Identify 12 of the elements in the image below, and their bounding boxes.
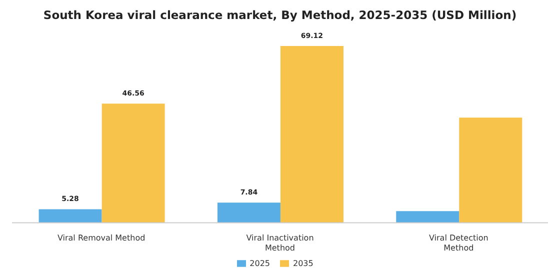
bar: [280, 46, 344, 223]
bar: [217, 202, 280, 223]
bar: [396, 211, 460, 223]
legend-label: 2035: [293, 258, 314, 268]
legend-label: 2025: [250, 258, 270, 268]
chart-title: South Korea viral clearance market, By Method, 2025-2035 (USD Million): [42, 8, 518, 22]
bar: [102, 104, 165, 223]
bar: [459, 118, 522, 223]
x-tick-label: Viral Inactivation Method: [246, 234, 314, 253]
x-tick-label: Viral Detection Method: [428, 234, 488, 253]
bar: [38, 209, 102, 223]
x-tick-label: Viral Removal Method: [57, 234, 146, 243]
